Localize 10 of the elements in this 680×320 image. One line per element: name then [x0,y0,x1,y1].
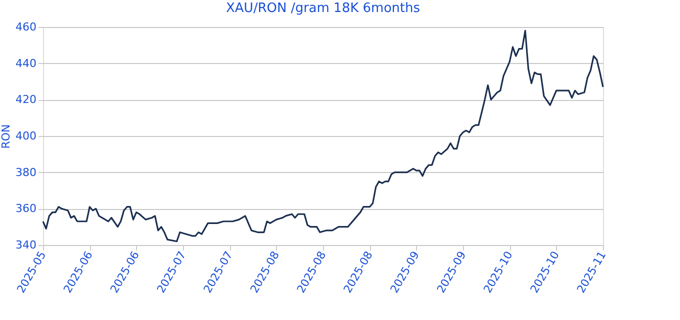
y-tick-label: 440 [16,56,36,70]
y-tick-label: 360 [16,202,36,216]
y-tick-label: 340 [16,238,36,252]
y-tick-label: 400 [16,130,36,142]
y-tick-label: 380 [16,166,36,179]
y-tick-label: 420 [16,93,36,106]
chart-title: XAU/RON /gram 18K 6months [226,1,420,16]
y-axis-title: RON [0,124,13,149]
y-tick-label: 460 [16,20,36,34]
line-series [42,30,604,242]
